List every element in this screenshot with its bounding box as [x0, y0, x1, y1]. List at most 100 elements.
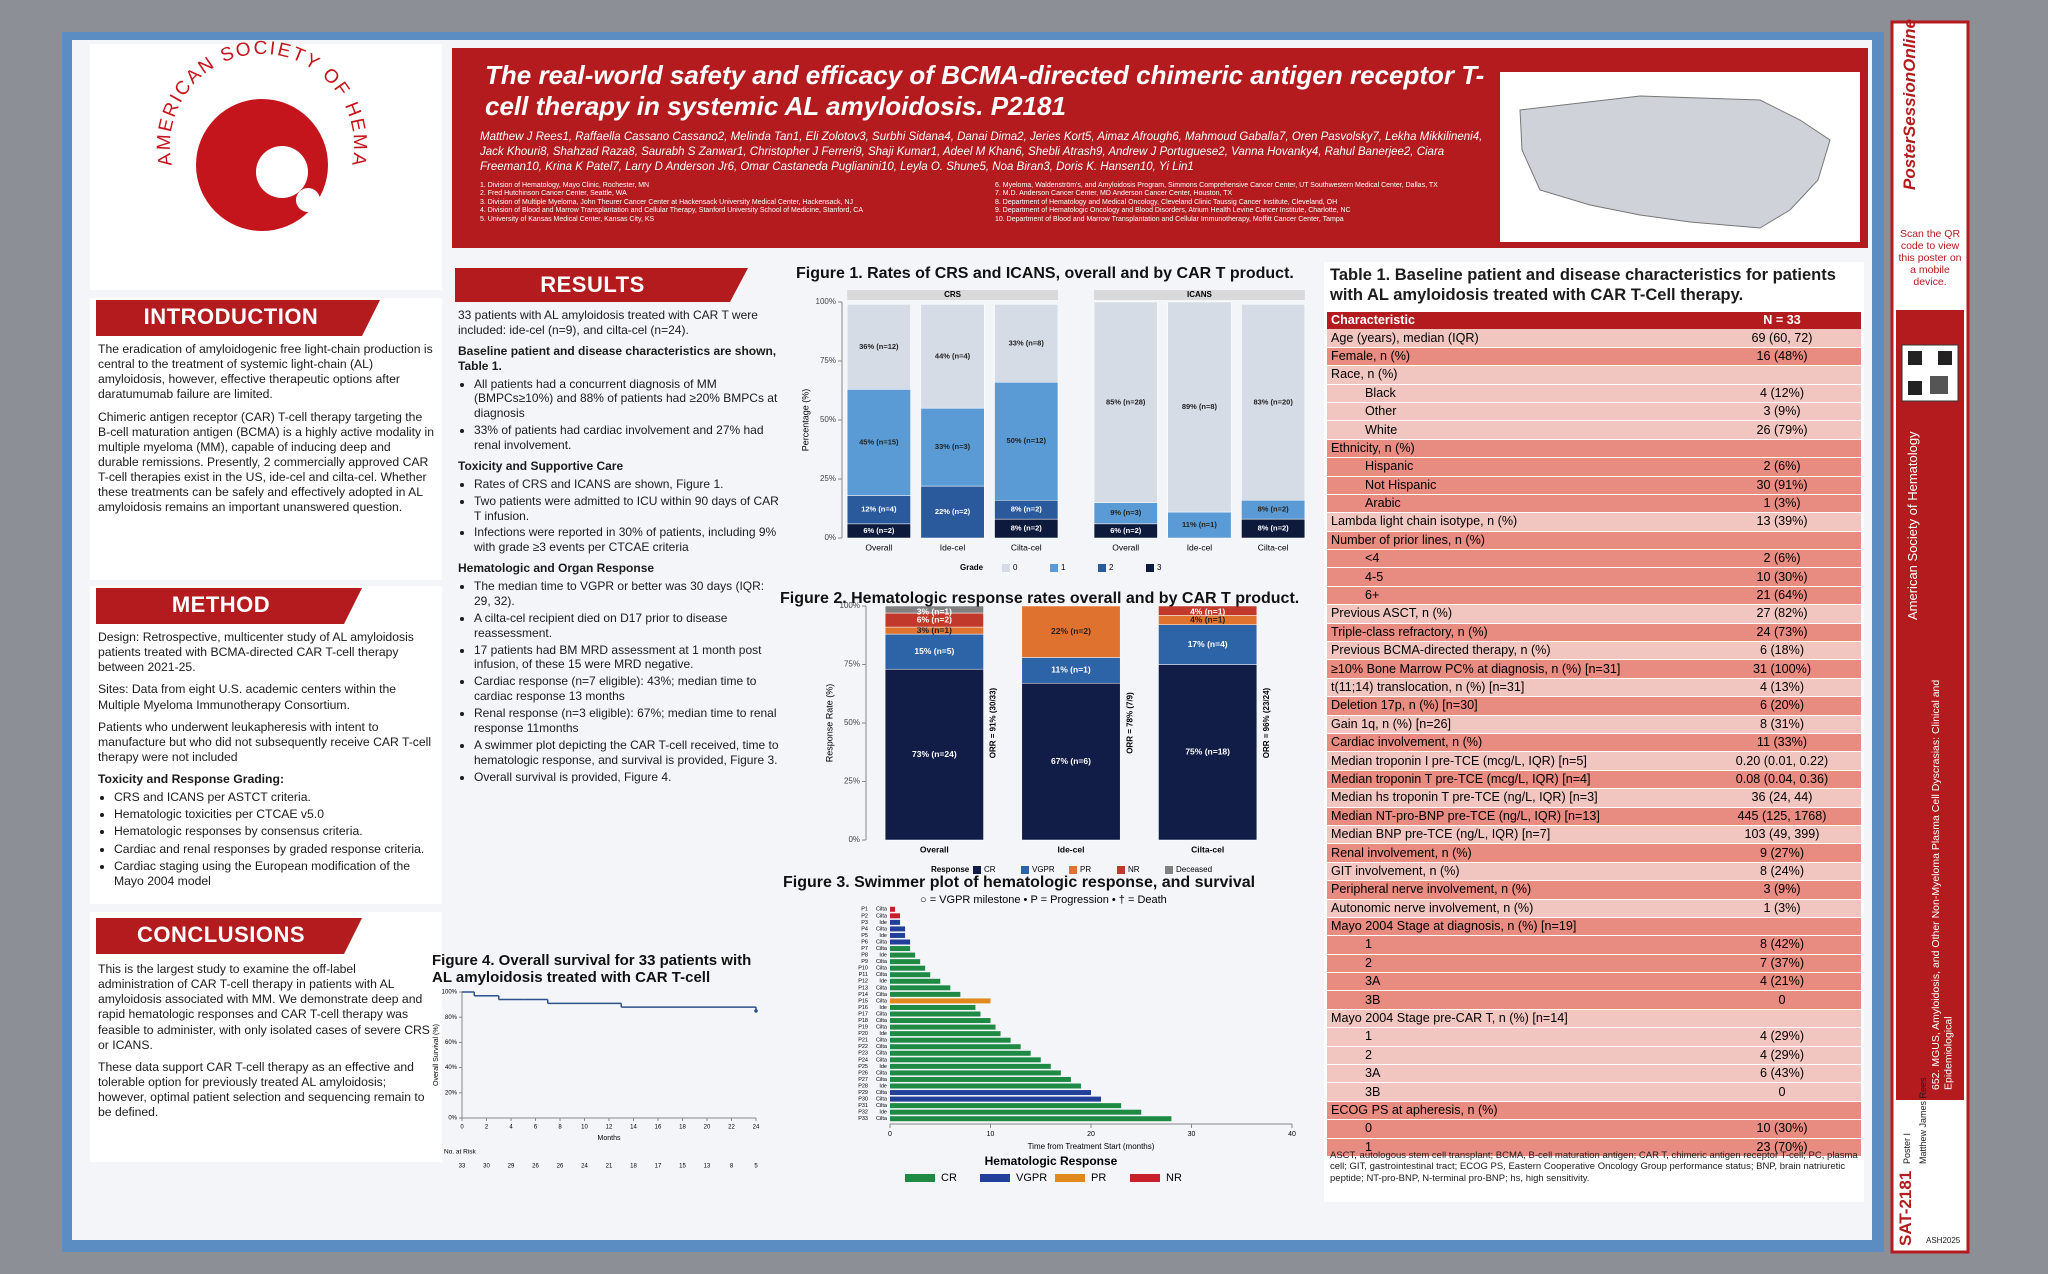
legend-label: PR: [1080, 865, 1091, 874]
swimmer-bar: [890, 1090, 1091, 1096]
row-value: 31 (100%): [1752, 661, 1812, 676]
legend-label: 3: [1157, 563, 1162, 572]
figure-title: Figure 4. Overall survival for 33 patien…: [432, 952, 752, 986]
legend-label: VGPR: [1032, 865, 1055, 874]
value-label: 33% (n=3): [935, 442, 971, 451]
affiliation: 9. Department of Hematologic Oncology an…: [995, 207, 1351, 215]
bullet-list: The median time to VGPR or better was 30…: [458, 579, 780, 784]
bullet: CRS and ICANS per ASTCT criteria.: [114, 790, 434, 805]
row-value: 3 (9%): [1763, 404, 1801, 419]
table-row: 2 7 (37%): [1327, 954, 1861, 973]
side-meeting: ASH2025: [1926, 1236, 1961, 1245]
row-label: ≥10% Bone Marrow PC% at diagnosis, n (%)…: [1331, 661, 1621, 676]
poster-title: The real-world safety and efficacy of BC…: [485, 60, 1485, 121]
y-tick-label: 20%: [445, 1090, 458, 1096]
row-label: Lambda light chain isotype, n (%): [1331, 514, 1518, 529]
x-tick-label: Cilta-cel: [1011, 542, 1042, 552]
row-label: Median NT-pro-BNP pre-TCE (ng/L, IQR) [n…: [1331, 808, 1600, 823]
product-label: Cilta: [876, 992, 888, 998]
row-label: Peripheral nerve involvement, n (%): [1331, 882, 1532, 897]
row-value: [1703, 917, 1861, 935]
swimmer-bar: [890, 952, 916, 958]
y-tick-label: 50%: [820, 415, 836, 424]
patient-label: P28: [858, 1083, 868, 1089]
product-label: Cilta: [876, 1051, 888, 1057]
row-value: 2 (6%): [1763, 551, 1801, 566]
bullet: 33% of patients had cardiac involvement …: [474, 423, 780, 453]
table-row: Autonomic nerve involvement, n (%) 1 (3%): [1327, 899, 1861, 918]
subheading: Hematologic and Organ Response: [458, 561, 655, 576]
side-society: American Society of Hematology: [1905, 431, 1920, 620]
swimmer-bar: [890, 926, 906, 932]
row-label: Renal involvement, n (%): [1331, 845, 1472, 860]
table-row: 0 10 (30%): [1327, 1119, 1861, 1139]
figure-subtitle: ○ = VGPR milestone • P = Progression • †…: [920, 894, 1167, 906]
qr-corner: [1908, 381, 1922, 395]
row-label: Hispanic: [1365, 459, 1414, 474]
side-code: SAT-2181: [1896, 1170, 1915, 1246]
risk-label: No. at Risk: [444, 1149, 477, 1156]
legend-swatch: [1117, 866, 1125, 874]
legend-label: CR: [984, 865, 996, 874]
swimmer-bar: [890, 965, 926, 971]
row-value: 13 (39%): [1756, 514, 1808, 529]
row-label: Female, n (%): [1331, 348, 1411, 363]
swimmer-bar: [890, 932, 906, 938]
intro-panel: [90, 298, 442, 580]
y-axis-label: Response Rate (%): [824, 684, 834, 763]
table-header-row: Characteristic N = 33: [1327, 312, 1861, 330]
row-value: 0.20 (0.01, 0.22): [1735, 753, 1829, 768]
y-tick-label: 25%: [844, 777, 860, 786]
y-tick-label: 0%: [848, 835, 860, 844]
bar-segment: [846, 389, 911, 496]
row-value: [1703, 439, 1861, 457]
row-label: GIT involvement, n (%): [1331, 863, 1460, 878]
legend-title: Hematologic Response: [985, 1154, 1118, 1168]
value-label: 22% (n=2): [1051, 626, 1091, 636]
row-value: 6 (20%): [1759, 698, 1805, 713]
section-heading: METHOD: [171, 592, 271, 617]
row-label: 0: [1365, 1121, 1373, 1136]
bar-segment: [884, 605, 984, 614]
row-value: 7 (37%): [1759, 955, 1805, 970]
table-row: Black 4 (12%): [1327, 384, 1861, 403]
bullet-list: Rates of CRS and ICANS are shown, Figure…: [458, 477, 780, 555]
bullet: A swimmer plot depicting the CAR T-cell …: [474, 738, 780, 768]
table-row: ≥10% Bone Marrow PC% at diagnosis, n (%)…: [1327, 659, 1861, 679]
table-row: GIT involvement, n (%) 8 (24%): [1327, 862, 1861, 881]
value-label: 44% (n=4): [935, 351, 971, 360]
bar-segment: [994, 304, 1059, 383]
patient-label: P4: [861, 926, 868, 932]
product-label: Cilta: [876, 1070, 888, 1076]
product-label: Ide: [879, 979, 887, 985]
authors: Matthew J Rees1, Raffaella Cassano Cassa…: [480, 131, 1483, 173]
product-label: Cilta: [876, 1011, 888, 1017]
y-tick-label: 40%: [445, 1065, 458, 1071]
patient-label: P20: [858, 1031, 868, 1037]
bar-segment: [884, 633, 984, 670]
value-label: 8% (n=2): [1258, 505, 1290, 514]
x-tick-label: 20: [704, 1125, 711, 1131]
affiliation: 2. Fred Hutchinson Cancer Center, Seattl…: [480, 190, 627, 198]
section-heading: RESULTS: [540, 272, 645, 297]
y-tick-label: 25%: [820, 474, 836, 483]
swimmer-bar: [890, 1018, 991, 1024]
bar-segment: [1158, 624, 1258, 665]
row-label: Other: [1365, 404, 1397, 419]
patient-label: P24: [858, 1057, 868, 1063]
product-label: Cilta: [876, 1077, 888, 1083]
x-tick-label: 16: [655, 1125, 662, 1131]
bullet: Infections were reported in 30% of patie…: [474, 525, 780, 555]
swimmer-bar: [890, 1076, 1071, 1082]
row-label: Ethnicity, n (%): [1331, 440, 1415, 455]
swimmer-bar: [890, 972, 931, 978]
x-tick-label: Ide-cel: [1187, 542, 1213, 552]
value-label: 17% (n=4): [1188, 639, 1228, 649]
paragraph: Chimeric antigen receptor (CAR) T-cell t…: [98, 409, 434, 515]
at-risk-count: 24: [581, 1164, 588, 1170]
row-value: 0: [1778, 992, 1786, 1007]
value-label: 6% (n=2): [917, 614, 952, 624]
row-label: Triple-class refractory, n (%): [1331, 624, 1488, 639]
patient-label: P16: [858, 1005, 868, 1011]
side-topic: 652. MGUS, Amyloidosis, and Other Non-My…: [1930, 679, 1955, 1090]
